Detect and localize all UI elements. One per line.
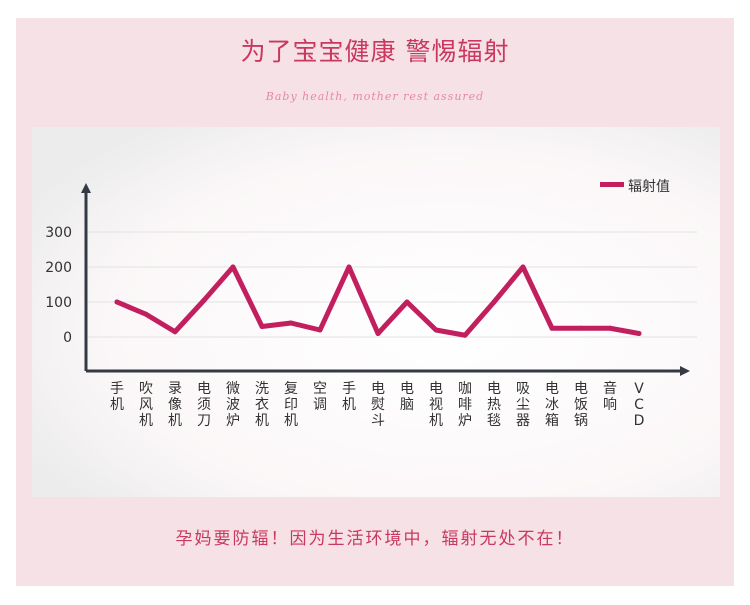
- y-axis-arrow-icon: [81, 183, 91, 193]
- data-point: [607, 325, 613, 331]
- x-tick-label: 微波炉: [226, 381, 240, 429]
- data-point: [549, 325, 555, 331]
- y-tick-labels: 0 100 200 300: [45, 225, 72, 346]
- data-point: [433, 327, 439, 333]
- chart-grid: [86, 231, 697, 338]
- x-tick-label: 手机: [110, 381, 124, 413]
- chart-axes: [81, 183, 690, 376]
- legend-swatch: [600, 182, 624, 187]
- x-tick-label: 电视机: [429, 381, 443, 429]
- data-point: [491, 299, 497, 305]
- x-tick-label: 吸尘器: [516, 381, 530, 429]
- data-point: [317, 327, 323, 333]
- data-point: [114, 299, 120, 305]
- x-tick-label: 洗衣机: [255, 381, 269, 429]
- x-tick-label: 手机: [342, 381, 356, 413]
- data-point: [462, 332, 468, 338]
- x-tick-labels: 手机吹风机录像机电须刀微波炉洗衣机复印机空调手机电熨斗电脑电视机咖啡炉电热毯吸尘…: [110, 380, 644, 429]
- data-point: [520, 264, 526, 270]
- page-title: 为了宝宝健康 警惕辐射: [240, 37, 510, 66]
- data-point: [346, 264, 352, 270]
- data-point: [172, 329, 178, 335]
- x-tick-label: 复印机: [284, 380, 298, 429]
- data-point: [375, 331, 381, 336]
- x-tick-label: 音响: [603, 380, 617, 413]
- data-point: [404, 299, 410, 305]
- y-tick-label: 100: [45, 295, 72, 311]
- chart-card: 0 100 200 300 手机 吹风机 录像机 电须刀 微波炉 洗衣机 复印机 空调 手机 电熨斗 电脑…: [32, 127, 720, 497]
- chart-series: [114, 264, 642, 338]
- x-tick-label: 录像机: [168, 381, 182, 429]
- x-axis-arrow-icon: [680, 366, 690, 376]
- page-subtitle: Baby health, mother rest assured: [265, 90, 485, 103]
- chart-legend: 辐射值: [600, 179, 670, 195]
- x-tick-label: 咖啡炉: [458, 381, 472, 429]
- data-point: [288, 320, 294, 326]
- y-tick-label: 200: [45, 260, 72, 276]
- legend-label: 辐射值: [628, 179, 670, 195]
- x-tick-label: 电熨斗: [371, 381, 385, 429]
- data-point: [230, 264, 236, 270]
- data-point: [201, 297, 207, 303]
- x-tick-label: 电饭锅: [574, 381, 588, 429]
- x-tick-label: 电冰箱: [545, 381, 559, 429]
- x-tick-label: 吹风机: [139, 381, 153, 429]
- data-point: [578, 325, 584, 331]
- y-tick-label: 0: [63, 330, 72, 346]
- data-point: [259, 324, 265, 329]
- data-point: [636, 331, 642, 336]
- data-point: [143, 311, 149, 317]
- y-tick-label: 300: [45, 225, 72, 241]
- footer-slogan: 孕妈要防辐！因为生活环境中，辐射无处不在！: [175, 529, 575, 549]
- x-tick-label: 电热毯: [487, 381, 501, 429]
- x-tick-label: 电脑: [400, 381, 414, 413]
- x-tick-label: 空调: [313, 381, 327, 413]
- x-tick-label: 电须刀: [197, 381, 211, 429]
